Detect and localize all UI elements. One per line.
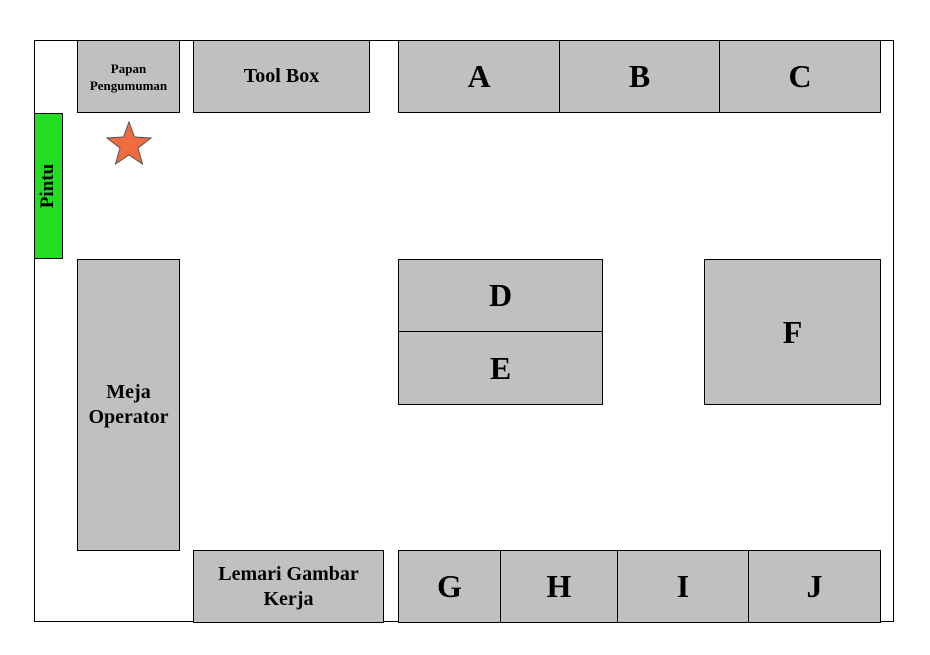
drawing-cabinet: Lemari Gambar Kerja — [193, 550, 384, 623]
rack-f-label: F — [782, 313, 803, 350]
rack-i-label: I — [676, 568, 690, 604]
door-pintu: Pintu — [34, 113, 63, 259]
rack-g: G — [398, 550, 501, 623]
notice-board-label: Papan Pengumuman — [89, 60, 168, 93]
rack-i: I — [617, 550, 749, 623]
rack-h: H — [500, 550, 618, 623]
rack-b-label: B — [628, 58, 651, 94]
rack-f: F — [704, 259, 881, 405]
tool-box: Tool Box — [193, 40, 370, 113]
tool-box-label: Tool Box — [243, 65, 320, 87]
rack-a-label: A — [467, 58, 491, 94]
star-icon — [106, 121, 152, 165]
notice-board: Papan Pengumuman — [77, 40, 180, 113]
rack-d: D — [398, 259, 603, 332]
rack-c: C — [719, 40, 881, 113]
rack-h-label: H — [546, 568, 572, 604]
rack-e: E — [398, 331, 603, 405]
operator-desk: Meja Operator — [77, 259, 180, 551]
rack-a: A — [398, 40, 560, 113]
door-label: Pintu — [37, 163, 59, 209]
rack-g-label: G — [437, 568, 462, 604]
rack-j-label: J — [806, 568, 823, 604]
rack-d-label: D — [488, 277, 513, 313]
rack-e-label: E — [489, 349, 512, 386]
drawing-cabinet-label: Lemari Gambar Kerja — [218, 562, 359, 610]
rack-b: B — [559, 40, 720, 113]
rack-j: J — [748, 550, 881, 623]
operator-desk-label: Meja Operator — [88, 381, 169, 428]
rack-c-label: C — [788, 58, 812, 94]
